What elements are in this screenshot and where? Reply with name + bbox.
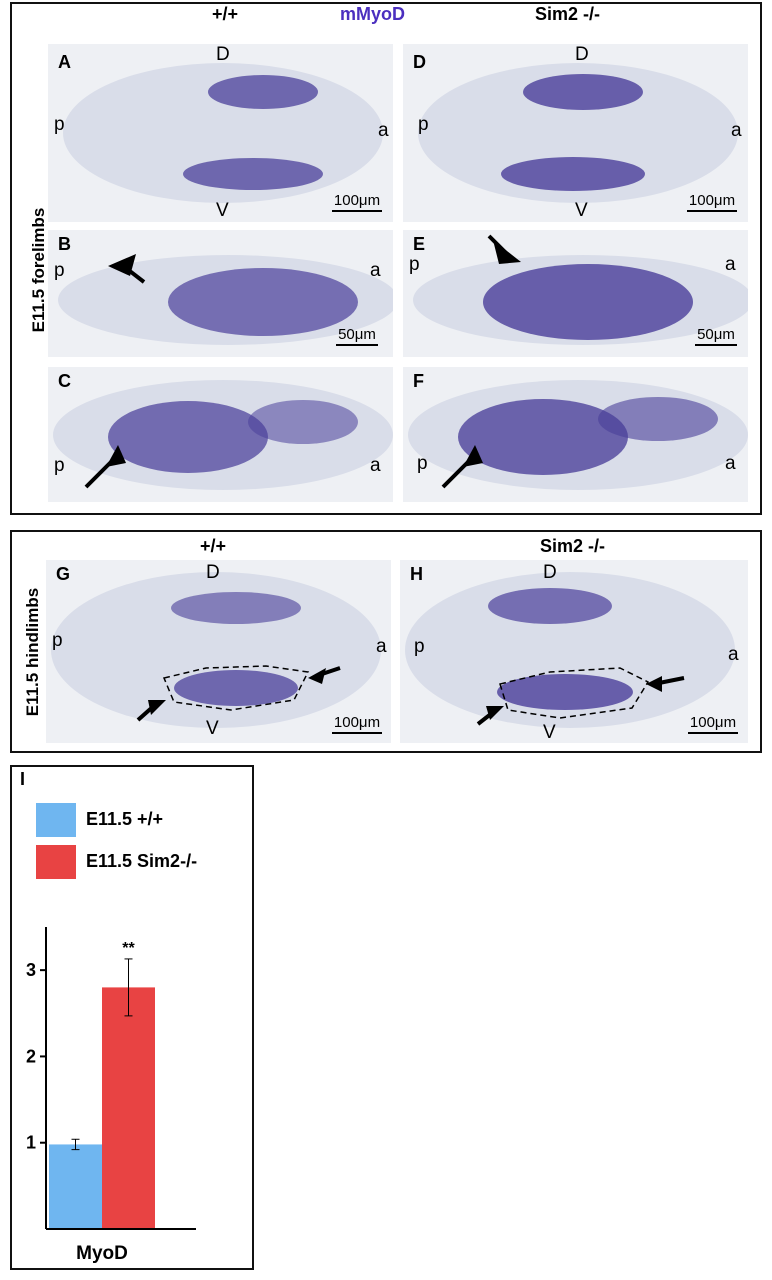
panel-a-label: A <box>58 52 71 72</box>
legend-swatch-mutant <box>36 845 76 879</box>
forelimb-header-marker: mMyoD <box>340 4 406 24</box>
panel-e-tissue <box>413 234 748 345</box>
panel-b-anterior: a <box>370 260 381 281</box>
panel-h-posterior: p <box>414 636 425 657</box>
panel-d-posterior: p <box>418 114 429 135</box>
panel-e-anterior: a <box>725 254 736 275</box>
panel-f-anterior: a <box>725 453 736 474</box>
panel-h-anterior: a <box>728 644 739 665</box>
panel-f-label: F <box>413 371 424 391</box>
panel-e-posterior: p <box>409 254 420 275</box>
panel-h-tissue <box>405 572 735 728</box>
panel-c-image: C p a <box>48 367 393 502</box>
legend-label-mutant: E11.5 Sim2-/- <box>86 851 198 871</box>
panel-h-dorsal: D <box>543 562 557 583</box>
panel-d-image: D D V p a 100μm <box>403 44 748 222</box>
panel-a-image: A D V p a 100μm <box>48 44 393 222</box>
panel-h-ventral: V <box>543 722 556 743</box>
panel-a-dorsal: D <box>216 44 230 65</box>
panel-a-scale-bar: 100μm <box>332 192 382 212</box>
panel-a-tissue <box>63 63 383 203</box>
y-tick-label: 1 <box>26 1133 36 1153</box>
hindlimb-side-label: E11.5 hindlimbs <box>23 587 42 717</box>
panel-b-label: B <box>58 234 71 254</box>
forelimb-header-wildtype: +/+ <box>212 4 239 24</box>
hindlimb-header-wildtype: +/+ <box>200 536 227 556</box>
panel-a-anterior: a <box>378 120 389 141</box>
panel-e-label: E <box>413 234 426 254</box>
panel-f-tissue <box>408 380 748 490</box>
forelimb-header-mutant: Sim2 -/- <box>535 4 601 24</box>
panel-d-label: D <box>413 52 426 72</box>
myod-bar-chart: ** 1 2 3 MyoD <box>26 927 196 1264</box>
bar-wildtype <box>49 1144 102 1229</box>
panel-h-image: H D V p a 100μm <box>400 560 748 743</box>
panel-d-scale-bar: 100μm <box>687 192 737 212</box>
bar-mutant <box>102 987 155 1229</box>
panel-g-anterior: a <box>376 636 387 657</box>
panel-g-ventral: V <box>206 718 219 739</box>
panel-b-posterior: p <box>54 260 65 281</box>
panel-g-scale-bar: 100μm <box>332 714 382 734</box>
panel-g-tissue <box>51 572 381 728</box>
panel-h-scale-bar: 100μm <box>688 714 738 734</box>
panel-e-image: E p a 50μm <box>403 230 748 357</box>
panel-a-ventral: V <box>216 200 229 221</box>
panel-e-scale-bar: 50μm <box>695 326 737 346</box>
panel-c-label: C <box>58 371 71 391</box>
panel-c-posterior: p <box>54 455 65 476</box>
chart-panel-i: I E11.5 +/+ E11.5 Sim2-/- ** 1 2 3 MyoD <box>10 765 254 1270</box>
chart-panel-label: I <box>20 769 26 789</box>
hindlimb-header-mutant: Sim2 -/- <box>540 536 606 556</box>
panel-g-label: G <box>56 564 71 584</box>
panel-d-dorsal: D <box>575 44 589 65</box>
panel-a-posterior: p <box>54 114 65 135</box>
panel-g-image: G D V p a 100μm <box>46 560 391 743</box>
y-tick-label: 2 <box>26 1046 36 1066</box>
panel-g-dorsal: D <box>206 562 220 583</box>
panel-d-tissue <box>418 63 738 203</box>
panel-b-image: B p a 50μm <box>48 230 393 357</box>
legend-swatch-wildtype <box>36 803 76 837</box>
panel-d-ventral: V <box>575 200 588 221</box>
panel-c-anterior: a <box>370 455 381 476</box>
panel-b-tissue <box>58 254 393 345</box>
significance-marker: ** <box>122 940 135 957</box>
panel-f-posterior: p <box>417 453 428 474</box>
y-tick-label: 3 <box>26 960 36 980</box>
x-axis-label: MyoD <box>76 1243 128 1264</box>
legend-label-wildtype: E11.5 +/+ <box>86 809 164 829</box>
panel-c-tissue <box>53 380 393 490</box>
panel-g-posterior: p <box>52 630 63 651</box>
panel-h-label: H <box>410 564 423 584</box>
panel-d-anterior: a <box>731 120 742 141</box>
panel-f-image: F p a <box>403 367 748 502</box>
forelimb-side-label: E11.5 forelimbs <box>29 207 48 333</box>
panel-b-scale-bar: 50μm <box>336 326 378 346</box>
